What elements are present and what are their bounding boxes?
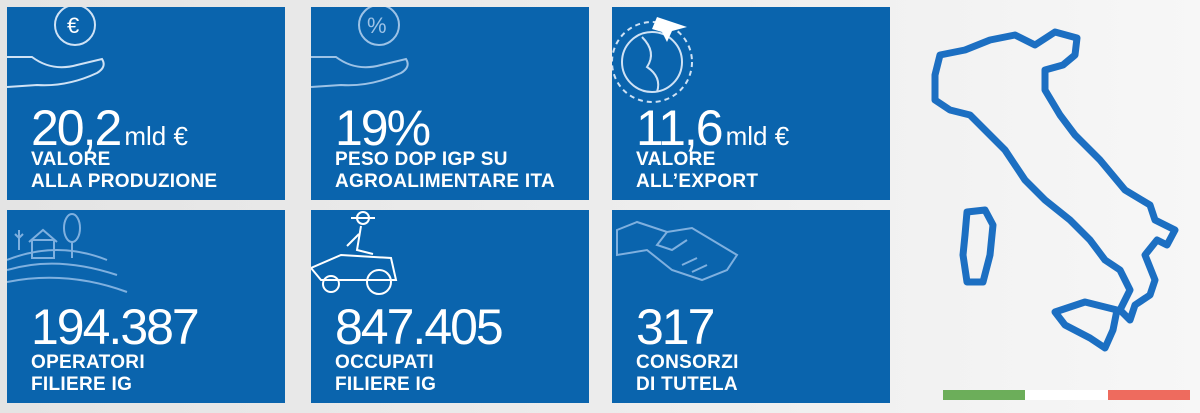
label: FILIERE IG [335, 374, 437, 395]
flag-red [1107, 390, 1190, 400]
label: OCCUPATI [335, 352, 434, 373]
flag-bar [943, 390, 1190, 400]
value: 11,6 [636, 100, 724, 156]
tile: 11,6 mld € VALORE ALL’EXPORT [612, 7, 890, 200]
label: PESO DOP IGP SU [335, 149, 508, 170]
flag-green [943, 390, 1026, 400]
label: VALORE [636, 149, 716, 170]
label: ALL’EXPORT [636, 171, 759, 192]
tile: € 20,2 mld € VALORE ALLA PRODUZIONE [7, 7, 285, 200]
tile: 317 CONSORZI DI TUTELA [612, 210, 890, 403]
tile: 847.405 OCCUPATI FILIERE IG [311, 210, 589, 403]
value: 317 [636, 299, 715, 355]
icon [7, 213, 128, 293]
label: ALLA PRODUZIONE [31, 171, 218, 192]
value: 20,2 [31, 100, 122, 156]
label: FILIERE IG [31, 374, 133, 395]
italy-map [931, 28, 1179, 352]
icon: % [311, 7, 409, 88]
tile: % 19% PESO DOP IGP SU AGROALIMENTARE ITA [311, 7, 589, 200]
label: CONSORZI [636, 352, 739, 373]
unit: mld € [124, 121, 188, 151]
tile: 194.387 OPERATORI FILIERE IG [7, 210, 285, 403]
value: 194.387 [31, 299, 200, 355]
svg-text:€: € [67, 13, 79, 38]
value: 19% [335, 100, 431, 156]
label: AGROALIMENTARE ITA [335, 171, 556, 192]
icon [311, 211, 398, 295]
flag-white [1025, 390, 1108, 400]
unit: mld € [725, 121, 790, 151]
label: VALORE [31, 149, 111, 170]
label: DI TUTELA [636, 374, 738, 395]
icon [612, 17, 693, 103]
value: 847.405 [335, 299, 504, 355]
icon [616, 220, 739, 282]
icon: € [7, 7, 105, 88]
label: OPERATORI [31, 352, 145, 373]
svg-text:%: % [367, 13, 387, 38]
